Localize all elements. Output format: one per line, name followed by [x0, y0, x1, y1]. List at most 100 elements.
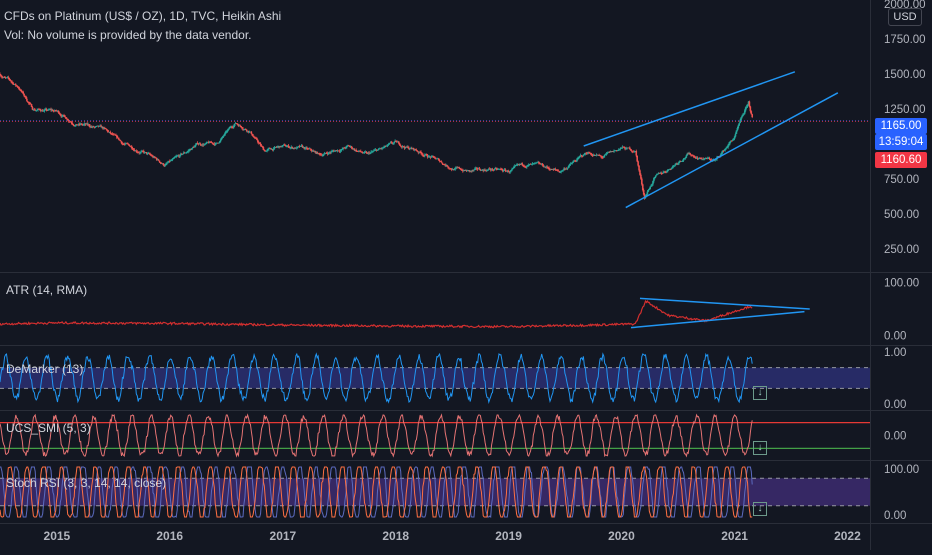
candle	[257, 139, 259, 143]
candle	[641, 178, 643, 185]
candle	[59, 114, 62, 116]
candle	[539, 163, 541, 165]
candle	[16, 86, 19, 88]
candle	[538, 162, 540, 164]
candle	[566, 167, 569, 169]
candle	[4, 77, 7, 79]
candle	[464, 170, 467, 171]
candle	[161, 163, 164, 165]
candle	[351, 147, 354, 149]
candle	[423, 154, 426, 156]
candle	[597, 155, 600, 156]
candle	[400, 146, 403, 147]
candle	[439, 161, 442, 163]
candle	[529, 163, 532, 165]
candle	[345, 146, 347, 149]
candle	[673, 165, 676, 167]
candle	[656, 173, 659, 175]
candle	[397, 141, 399, 143]
candle	[202, 144, 204, 146]
candle	[383, 147, 385, 148]
candle	[543, 166, 546, 168]
candle	[232, 127, 234, 128]
candle	[651, 184, 653, 186]
candle	[289, 147, 292, 149]
candle	[35, 110, 37, 112]
candle	[574, 160, 576, 162]
stoch-tick-label: 100.00	[884, 464, 919, 476]
candle	[486, 170, 488, 172]
candle	[637, 161, 639, 166]
candle	[668, 168, 671, 170]
candle	[562, 169, 564, 171]
candle	[99, 125, 101, 127]
candle	[127, 143, 129, 145]
candle	[354, 149, 357, 151]
candle	[290, 146, 293, 148]
demarker-tick-label: 0.00	[884, 399, 906, 411]
candle	[384, 145, 386, 148]
candle	[150, 154, 152, 156]
candle	[403, 146, 406, 149]
candle	[453, 169, 456, 171]
candle	[88, 124, 90, 126]
candle	[210, 142, 213, 144]
candle	[436, 158, 438, 160]
candle	[481, 169, 484, 171]
candle	[729, 141, 731, 144]
ucs-tick-label: 0.00	[884, 431, 906, 443]
candle	[417, 151, 420, 153]
candle	[100, 125, 102, 128]
candle	[40, 110, 43, 112]
candle	[449, 168, 451, 170]
candle	[120, 141, 123, 144]
candle	[603, 154, 606, 157]
candle	[170, 160, 173, 161]
candle	[365, 151, 368, 154]
candle	[466, 170, 469, 172]
atr-trendline	[639, 297, 810, 310]
candle	[5, 77, 8, 79]
stoch-tick-label: 0.00	[884, 510, 906, 522]
candle	[316, 152, 319, 154]
candle	[691, 155, 693, 157]
currency-button[interactable]: USD	[888, 8, 922, 26]
candle	[700, 157, 702, 160]
candle	[509, 171, 511, 173]
candle	[699, 157, 702, 159]
atr-line	[0, 299, 753, 329]
candle	[37, 108, 39, 110]
candle	[185, 152, 188, 154]
candle	[239, 125, 242, 127]
candle	[73, 125, 76, 127]
candle	[167, 162, 169, 164]
candle	[291, 146, 293, 149]
candle	[272, 148, 275, 151]
candle	[500, 168, 502, 170]
candle	[600, 155, 602, 157]
candle	[372, 151, 374, 153]
candle	[724, 148, 727, 150]
candle	[626, 147, 628, 149]
candle	[655, 174, 658, 176]
chart-title: CFDs on Platinum (US$ / OZ), 1D, TVC, He…	[4, 9, 282, 23]
candle	[270, 149, 273, 150]
candle	[483, 169, 485, 171]
candle	[749, 106, 752, 112]
candle	[661, 173, 664, 175]
candle	[203, 144, 205, 146]
candle	[70, 122, 73, 124]
candle	[312, 150, 315, 152]
candle	[181, 153, 184, 155]
candle	[235, 123, 238, 124]
candle	[560, 170, 562, 173]
candle	[156, 159, 159, 161]
candle	[506, 170, 509, 172]
candle	[381, 147, 383, 149]
candle	[507, 170, 510, 172]
candle	[422, 154, 424, 156]
candle	[671, 166, 674, 169]
candle	[288, 147, 291, 148]
